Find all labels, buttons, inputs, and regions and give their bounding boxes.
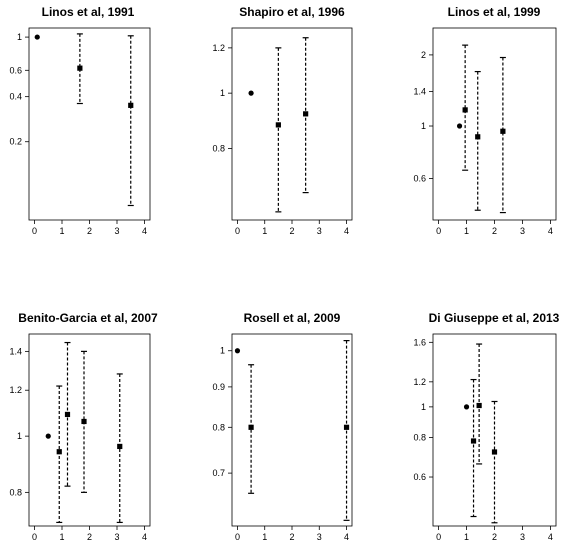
y-tick-label: 0.4 [9, 92, 22, 102]
y-tick-label: 1.4 [9, 346, 22, 356]
estimate-point [77, 65, 83, 71]
panel-title: Benito-Garcia et al, 2007 [18, 311, 158, 325]
estimate-point [128, 102, 134, 108]
x-tick-label: 1 [464, 226, 469, 236]
x-tick-label: 2 [87, 226, 92, 236]
panel-3: Linos et al, 1999 0 1 2 3 4 2 1.4 1 0.6 [413, 5, 557, 236]
y-tick-label: 0.2 [9, 137, 22, 147]
x-tick-label: 3 [114, 226, 119, 236]
estimate-point [476, 402, 482, 409]
x-tick-label: 4 [142, 226, 147, 236]
y-tick-label: 1 [421, 402, 426, 412]
x-tick-label: 2 [492, 226, 497, 236]
estimate-point [117, 443, 123, 450]
x-tick-label: 4 [344, 226, 349, 236]
y-tick-label: 1 [17, 431, 22, 441]
x-tick-label: 0 [436, 226, 441, 236]
reference-point [463, 404, 470, 410]
panel-5: Rosell et al, 2009 0 1 2 3 4 1 0.9 0.8 0.7 [212, 311, 353, 542]
estimate-point [491, 449, 498, 455]
estimate-point [56, 449, 62, 455]
panel-4: Benito-Garcia et al, 2007 0 1 2 3 4 1.4 1.2 1 0.8 [9, 311, 158, 542]
x-tick-label: 1 [262, 226, 267, 236]
x-tick-label: 1 [59, 532, 64, 542]
x-tick-label: 0 [235, 226, 240, 236]
y-tick-label: 2 [421, 50, 426, 60]
x-tick-label: 1 [262, 532, 267, 542]
x-tick-label: 0 [235, 532, 240, 542]
panel-title: Linos et al, 1999 [448, 5, 541, 19]
panel-title: Shapiro et al, 1996 [239, 5, 345, 19]
estimate-point [470, 438, 477, 444]
x-tick-label: 3 [317, 226, 322, 236]
estimate-point [303, 111, 309, 117]
y-tick-label: 1.2 [413, 377, 426, 387]
estimate-point [343, 424, 350, 430]
reference-point [234, 348, 241, 354]
panel-6: Di Giuseppe et al, 2013 0 1 2 3 4 1.6 1.2 1 0.8 0.… [413, 311, 559, 542]
y-tick-label: 0.8 [9, 487, 22, 497]
estimate-point [64, 411, 71, 418]
plot-frame [28, 27, 151, 221]
estimate-point [462, 107, 468, 113]
plot-frame [28, 333, 151, 527]
reference-point [45, 433, 51, 439]
x-tick-label: 0 [32, 226, 37, 236]
y-tick-label: 0.6 [413, 173, 426, 183]
x-tick-label: 0 [436, 532, 441, 542]
y-tick-label: 0.6 [9, 65, 22, 75]
y-tick-label: 1.4 [413, 86, 426, 96]
y-tick-label: 1.2 [9, 385, 22, 395]
y-tick-label: 1 [220, 88, 225, 98]
y-tick-label: 0.6 [413, 472, 426, 482]
x-tick-label: 2 [289, 532, 294, 542]
x-tick-label: 1 [464, 532, 469, 542]
y-tick-label: 1 [421, 121, 426, 131]
plot-frame [231, 27, 353, 221]
x-tick-label: 2 [492, 532, 497, 542]
y-tick-label: 0.8 [212, 422, 225, 432]
x-tick-label: 2 [289, 226, 294, 236]
y-tick-label: 0.9 [212, 382, 225, 392]
estimate-point [81, 418, 87, 425]
x-tick-label: 3 [317, 532, 322, 542]
y-tick-label: 1.2 [212, 43, 225, 53]
estimate-point [500, 128, 506, 134]
panel-1: Linos et al, 1991 0 1 2 3 4 1 0.6 0.4 0.2 [9, 5, 151, 236]
y-tick-label: 0.8 [212, 144, 225, 154]
panel-title: Rosell et al, 2009 [244, 311, 341, 325]
estimate-point [475, 134, 481, 140]
estimate-point [275, 122, 281, 128]
panel-title: Di Giuseppe et al, 2013 [429, 311, 560, 325]
plot-frame [432, 27, 557, 221]
x-tick-label: 1 [59, 226, 64, 236]
x-tick-label: 3 [520, 226, 525, 236]
plot-frame [231, 333, 353, 527]
x-tick-label: 4 [548, 226, 553, 236]
y-tick-label: 1 [17, 32, 22, 42]
x-tick-label: 3 [520, 532, 525, 542]
y-tick-label: 0.8 [413, 433, 426, 443]
x-tick-label: 3 [114, 532, 119, 542]
reference-point [248, 90, 254, 96]
x-tick-label: 4 [142, 532, 147, 542]
x-tick-label: 4 [548, 532, 553, 542]
y-tick-label: 0.7 [212, 468, 225, 478]
reference-point [456, 123, 463, 129]
panel-title: Linos et al, 1991 [42, 5, 135, 19]
y-tick-label: 1.6 [413, 337, 426, 347]
y-tick-label: 1 [220, 346, 225, 356]
estimate-point [248, 424, 254, 430]
x-tick-label: 2 [87, 532, 92, 542]
panel-2: Shapiro et al, 1996 0 1 2 3 4 1.2 1 0.8 [212, 5, 353, 236]
reference-point [34, 34, 40, 40]
x-tick-label: 4 [344, 532, 349, 542]
x-tick-label: 0 [32, 532, 37, 542]
